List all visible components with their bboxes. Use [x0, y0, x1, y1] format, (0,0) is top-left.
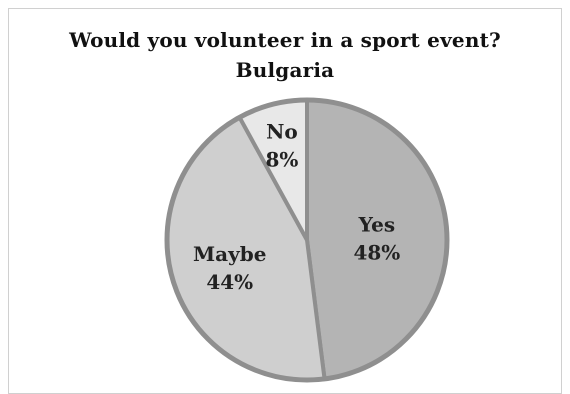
slice-label-no: No 8% — [265, 119, 298, 171]
pie-slices — [164, 97, 450, 383]
chart-title: Would you volunteer in a sport event? — [69, 28, 501, 52]
pie-outline — [164, 97, 450, 383]
chart-subtitle: Bulgaria — [235, 58, 335, 82]
pie-labels: Yes 48% Maybe 44% No 8% — [193, 119, 400, 294]
slice-label-maybe: Maybe 44% — [193, 242, 266, 294]
pie-slice-yes — [305, 98, 449, 381]
slice-label-yes: Yes 48% — [353, 213, 400, 265]
